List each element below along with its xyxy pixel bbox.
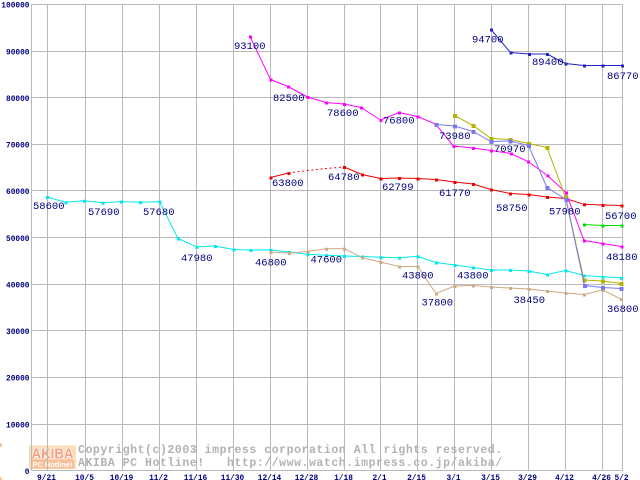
- svg-text:56700: 56700: [605, 211, 637, 223]
- svg-text:94700: 94700: [472, 35, 504, 47]
- svg-text:47980: 47980: [181, 253, 213, 265]
- svg-text:Copyright(c)2003 impress corpo: Copyright(c)2003 impress corporation All…: [78, 444, 503, 457]
- svg-text:3/15: 3/15: [481, 473, 500, 480]
- svg-text:73980: 73980: [439, 131, 471, 143]
- svg-text:89400: 89400: [532, 57, 564, 69]
- svg-text:36800: 36800: [607, 304, 639, 316]
- svg-text:78600: 78600: [327, 108, 359, 120]
- svg-text:62799: 62799: [382, 182, 414, 194]
- svg-text:70970: 70970: [494, 144, 526, 156]
- svg-text:11/16: 11/16: [184, 473, 208, 480]
- svg-text:60000: 60000: [6, 187, 30, 197]
- svg-text:64780: 64780: [328, 172, 360, 184]
- svg-text:1/18: 1/18: [334, 473, 353, 480]
- svg-text:4/12: 4/12: [555, 473, 574, 480]
- svg-text:40000: 40000: [6, 280, 30, 290]
- svg-text:2/1: 2/1: [372, 473, 386, 480]
- svg-text:9/21: 9/21: [37, 473, 56, 480]
- svg-text:86770: 86770: [607, 71, 639, 83]
- svg-text:57680: 57680: [143, 207, 175, 219]
- svg-text:48180: 48180: [606, 252, 638, 264]
- svg-text:50000: 50000: [6, 234, 30, 244]
- svg-text:58750: 58750: [496, 203, 528, 215]
- svg-text:AKIBA PC Hotline! http://www: AKIBA PC Hotline! http://www.watch.impre…: [78, 457, 503, 470]
- svg-text:58600: 58600: [33, 201, 65, 213]
- svg-text:80000: 80000: [6, 94, 30, 104]
- svg-text:10/19: 10/19: [110, 473, 134, 480]
- svg-text:3/1: 3/1: [446, 473, 460, 480]
- svg-text:12/14: 12/14: [258, 473, 282, 480]
- svg-text:30000: 30000: [6, 327, 30, 337]
- svg-text:37800: 37800: [422, 298, 454, 310]
- svg-text:43800: 43800: [457, 271, 489, 283]
- svg-text:61770: 61770: [439, 188, 471, 200]
- svg-text:4/26: 4/26: [592, 473, 611, 480]
- svg-text:5/2: 5/2: [614, 473, 628, 480]
- svg-text:0: 0: [25, 467, 30, 477]
- svg-text:57690: 57690: [88, 207, 120, 219]
- svg-text:76800: 76800: [383, 116, 415, 128]
- svg-text:93100: 93100: [234, 41, 266, 53]
- svg-text:90000: 90000: [6, 47, 30, 57]
- svg-text:10/5: 10/5: [75, 473, 94, 480]
- svg-text:3/29: 3/29: [518, 473, 537, 480]
- svg-text:11/2: 11/2: [149, 473, 168, 480]
- svg-text:57980: 57980: [549, 207, 581, 219]
- svg-text:46800: 46800: [255, 258, 287, 270]
- svg-text:63800: 63800: [272, 178, 304, 190]
- svg-text:38450: 38450: [514, 295, 546, 307]
- svg-text:47600: 47600: [311, 254, 343, 266]
- svg-text:82500: 82500: [273, 93, 305, 105]
- svg-text:20000: 20000: [6, 374, 30, 384]
- svg-text:12/28: 12/28: [295, 473, 319, 480]
- svg-text:10000: 10000: [6, 420, 30, 430]
- svg-text:PC Hotline!: PC Hotline!: [33, 460, 73, 469]
- svg-text:43800: 43800: [402, 271, 434, 283]
- svg-text:70000: 70000: [6, 141, 30, 151]
- svg-text:100000: 100000: [1, 1, 29, 11]
- svg-text:AKIBA: AKIBA: [32, 447, 74, 463]
- svg-text:11/30: 11/30: [221, 473, 245, 480]
- svg-text:2/15: 2/15: [407, 473, 426, 480]
